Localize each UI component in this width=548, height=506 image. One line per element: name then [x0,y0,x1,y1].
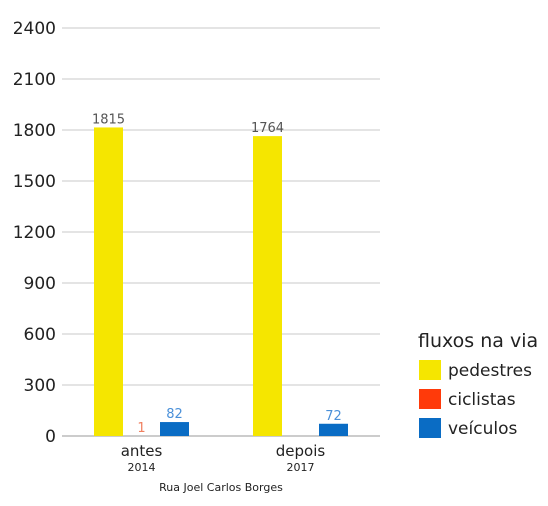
y-tick-label: 600 [24,325,56,345]
data-label: 1815 [92,112,125,127]
legend-label: pedestres [448,361,532,381]
x-tick-label: antes [121,442,163,460]
bar-veículos-antes [160,422,189,436]
y-tick-label: 1500 [13,172,56,192]
y-tick-label: 1200 [13,223,56,243]
legend-swatch-veículos [419,418,441,438]
legend-title: fluxos na via [418,330,538,352]
y-tick-label: 2400 [13,19,56,39]
x-tick-sublabel: 2017 [287,461,315,474]
x-tick-label: depois [276,442,326,460]
bar-pedestres-depois [253,136,282,436]
data-label: 82 [166,407,183,422]
y-tick-label: 2100 [13,70,56,90]
legend-swatch-pedestres [419,360,441,380]
legend-label: veículos [448,419,517,439]
legend-swatch-ciclistas [419,389,441,409]
legend-label: ciclistas [448,390,516,410]
bar-veículos-depois [319,423,348,436]
y-tick-label: 1800 [13,121,56,141]
data-labels: 1815 1 82 1764 72 [92,112,342,435]
legend: fluxos na via pedestres ciclistas veículos [418,330,538,439]
y-tick-label: 0 [45,427,56,447]
y-axis: 0 300 600 900 1200 1500 1800 2100 2400 [13,19,56,447]
data-label: 1764 [251,121,284,136]
bar-pedestres-antes [94,127,123,436]
data-label: 72 [325,409,342,424]
y-tick-label: 900 [24,274,56,294]
x-tick-sublabel: 2014 [128,461,156,474]
x-axis-title: Rua Joel Carlos Borges [159,481,283,494]
data-label: 1 [137,421,145,436]
y-tick-label: 300 [24,376,56,396]
bars [94,127,348,436]
